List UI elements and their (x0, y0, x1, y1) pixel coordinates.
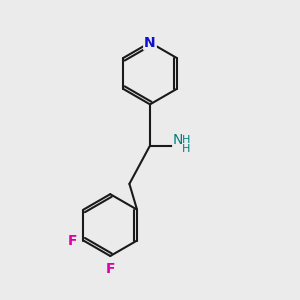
Text: F: F (106, 262, 115, 277)
Text: F: F (68, 233, 77, 248)
Text: H: H (182, 144, 190, 154)
Text: H: H (182, 135, 190, 145)
Text: N: N (173, 133, 183, 147)
Text: N: N (144, 35, 156, 50)
